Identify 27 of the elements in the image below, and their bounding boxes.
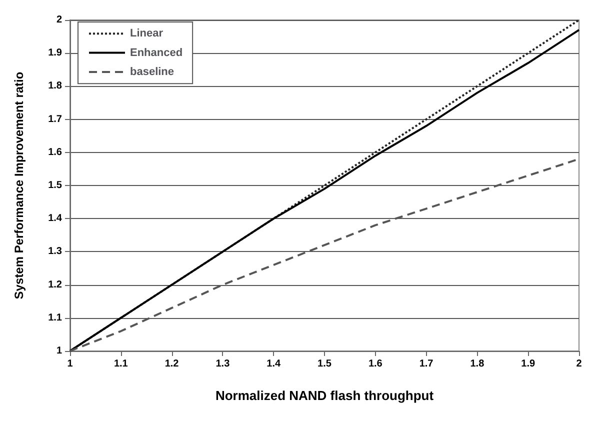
- legend-label: Linear: [130, 28, 164, 40]
- x-tick-label: 1.6: [368, 358, 383, 370]
- x-tick-label: 1.5: [318, 358, 332, 370]
- y-tick-label: 1: [56, 346, 62, 356]
- y-tick-label: 2: [56, 14, 62, 26]
- x-tick-label: 1.8: [470, 358, 485, 370]
- x-tick-label: 1.9: [521, 358, 536, 370]
- x-tick-label: 1.2: [164, 358, 180, 370]
- legend-label: baseline: [130, 66, 174, 78]
- x-tick-label: 2: [576, 358, 582, 370]
- y-tick-label: 1.7: [48, 114, 62, 125]
- legend-label: Enhanced: [130, 46, 183, 59]
- y-axis-title: System Performance Improvement ratio: [12, 72, 26, 300]
- y-tick-label: 1.9: [48, 48, 62, 59]
- x-tick-label: 1: [67, 358, 74, 370]
- x-axis-title: Normalized NAND flash throughput: [215, 388, 434, 403]
- y-tick-label: 1.1: [48, 312, 62, 324]
- y-tick-label: 1.8: [48, 80, 62, 92]
- y-tick-label: 1.4: [48, 213, 62, 224]
- x-tick-label: 1.4: [266, 358, 281, 370]
- y-tick-label: 1.2: [48, 279, 62, 290]
- x-tick-label: 1.1: [114, 358, 128, 370]
- y-tick-label: 1.3: [48, 246, 62, 258]
- x-tick-label: 1.3: [216, 358, 230, 370]
- y-tick-label: 1.5: [48, 180, 62, 191]
- y-tick-label: 1.6: [48, 146, 62, 158]
- x-tick-label: 1.7: [419, 358, 434, 370]
